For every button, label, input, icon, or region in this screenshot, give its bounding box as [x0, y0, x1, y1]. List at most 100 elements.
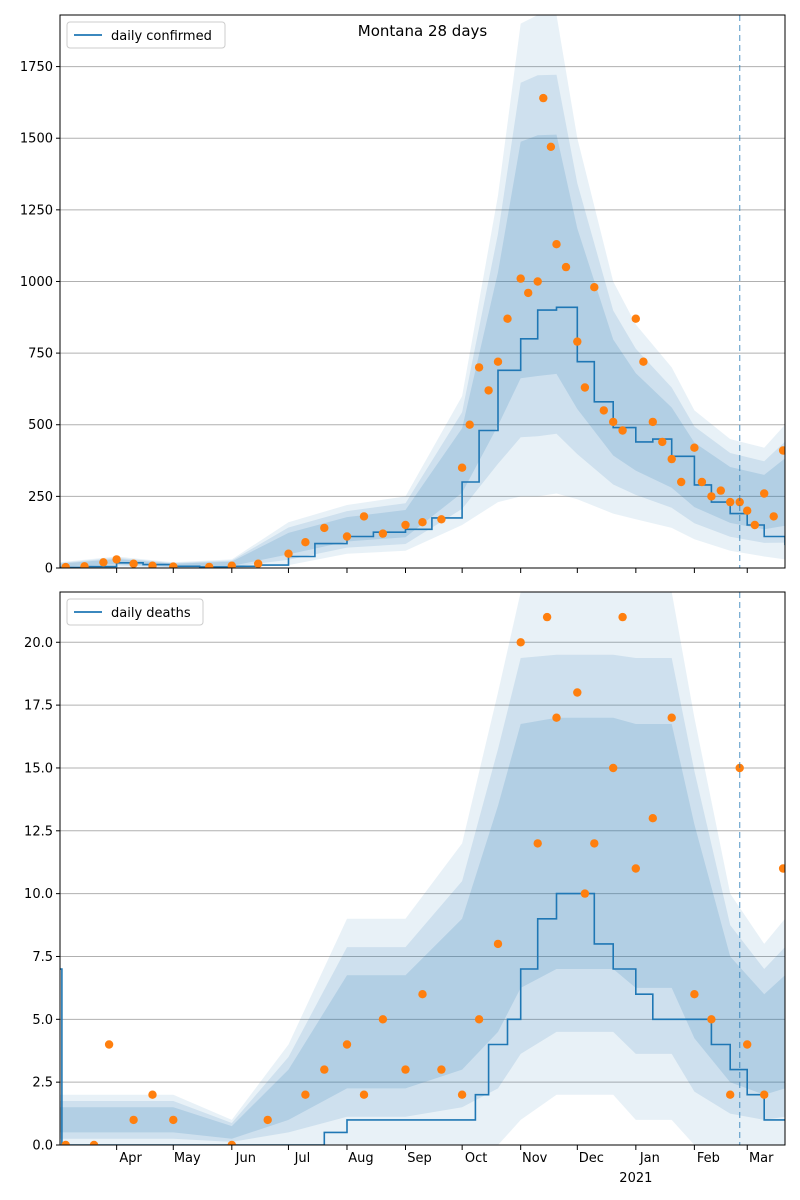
data-point — [99, 558, 108, 567]
x-tick-label: Jan — [639, 1151, 660, 1166]
data-point — [631, 864, 640, 873]
data-point — [516, 638, 525, 647]
data-point — [359, 1090, 369, 1099]
data-point — [89, 1140, 99, 1145]
data-point — [533, 839, 542, 848]
confirmed-panel: 0 250 500 750 1000 1250 1500 1750 Montana 28 day… — [20, 14, 786, 577]
y-tick-label: 15.0 — [24, 761, 53, 776]
data-point — [227, 1140, 236, 1145]
data-point — [750, 520, 759, 530]
data-point — [778, 864, 785, 873]
uncertainty-band — [60, 592, 785, 1145]
data-point — [631, 314, 640, 323]
data-point — [129, 559, 138, 568]
data-point — [667, 713, 676, 722]
data-point — [690, 443, 699, 452]
data-point — [524, 288, 533, 298]
x-tick-label: Sep — [407, 1151, 432, 1166]
data-point — [503, 314, 512, 323]
data-point — [546, 142, 556, 151]
data-point — [484, 386, 493, 395]
data-point — [590, 839, 599, 848]
data-point — [609, 417, 618, 427]
data-point — [320, 523, 329, 533]
data-point — [552, 240, 561, 249]
x-tick-label: Dec — [579, 1151, 604, 1166]
y-tick-label: 500 — [28, 418, 53, 433]
y-tick-label: 0.0 — [32, 1139, 53, 1154]
data-point — [457, 1090, 467, 1099]
data-point — [129, 1115, 138, 1125]
data-point — [743, 506, 752, 515]
y-tick-label: 7.5 — [32, 950, 53, 965]
data-point — [378, 1015, 388, 1024]
legend-box — [66, 598, 204, 626]
plot-area — [60, 15, 785, 568]
data-point — [639, 357, 648, 366]
data-point — [104, 1040, 114, 1049]
x-tick-label: May — [174, 1151, 201, 1166]
data-point — [580, 383, 590, 392]
data-point — [437, 515, 446, 524]
plot-area — [60, 592, 785, 1145]
data-point — [599, 406, 608, 415]
y-tick-label: 0 — [45, 562, 53, 577]
data-point — [516, 274, 525, 283]
data-point — [457, 463, 467, 472]
data-point — [726, 1090, 735, 1099]
data-point — [697, 477, 707, 487]
uncertainty-band — [60, 717, 785, 1139]
y-tick-label: 17.5 — [24, 699, 53, 714]
uncertainty-band — [60, 15, 785, 568]
data-point — [769, 512, 778, 521]
uncertainty-band — [60, 654, 785, 1142]
y-tick-label: 10.0 — [24, 887, 53, 902]
data-point — [539, 93, 548, 103]
data-point — [580, 889, 590, 898]
y-tick-label: 1500 — [20, 132, 53, 147]
y-tick-label: 1250 — [20, 203, 53, 218]
y-tick-label: 2.5 — [32, 1076, 53, 1091]
axes-frame — [59, 14, 786, 569]
data-point — [542, 612, 552, 622]
data-point — [437, 1065, 446, 1074]
y-tick-label: 1750 — [20, 60, 53, 75]
data-point — [112, 555, 121, 564]
data-point — [401, 520, 410, 530]
data-point — [493, 939, 503, 949]
data-point — [552, 713, 561, 722]
data-point — [474, 363, 484, 372]
x-tick-label: Oct — [465, 1151, 487, 1166]
data-point — [618, 426, 627, 435]
y-tick-label: 5.0 — [32, 1013, 53, 1028]
x-tick-label: Apr — [119, 1151, 142, 1166]
data-point — [320, 1065, 329, 1074]
x-tick-label: Jun — [235, 1151, 256, 1166]
data-point — [735, 497, 744, 507]
data-point — [667, 454, 676, 464]
data-point — [378, 529, 388, 538]
data-point — [561, 262, 571, 272]
uncertainty-band — [60, 74, 785, 568]
data-point — [148, 561, 157, 568]
y-tick-label: 1000 — [20, 275, 53, 290]
data-point — [263, 1115, 272, 1125]
x-tick-label: Jul — [294, 1151, 311, 1166]
data-point — [284, 549, 293, 558]
data-point — [573, 337, 582, 346]
data-point — [716, 486, 725, 495]
data-point — [205, 562, 214, 568]
data-point — [573, 688, 582, 697]
series-line — [60, 892, 785, 1145]
legend-label: daily deaths — [111, 606, 191, 621]
data-point — [80, 562, 89, 568]
y-tick-label: 12.5 — [24, 824, 53, 839]
data-point — [677, 477, 686, 487]
data-point — [465, 420, 474, 429]
x-year-label: 2021 — [619, 1171, 652, 1186]
data-point — [169, 562, 178, 568]
data-point — [658, 437, 667, 447]
data-point — [533, 277, 542, 286]
data-point — [301, 538, 310, 547]
data-point — [359, 512, 369, 521]
